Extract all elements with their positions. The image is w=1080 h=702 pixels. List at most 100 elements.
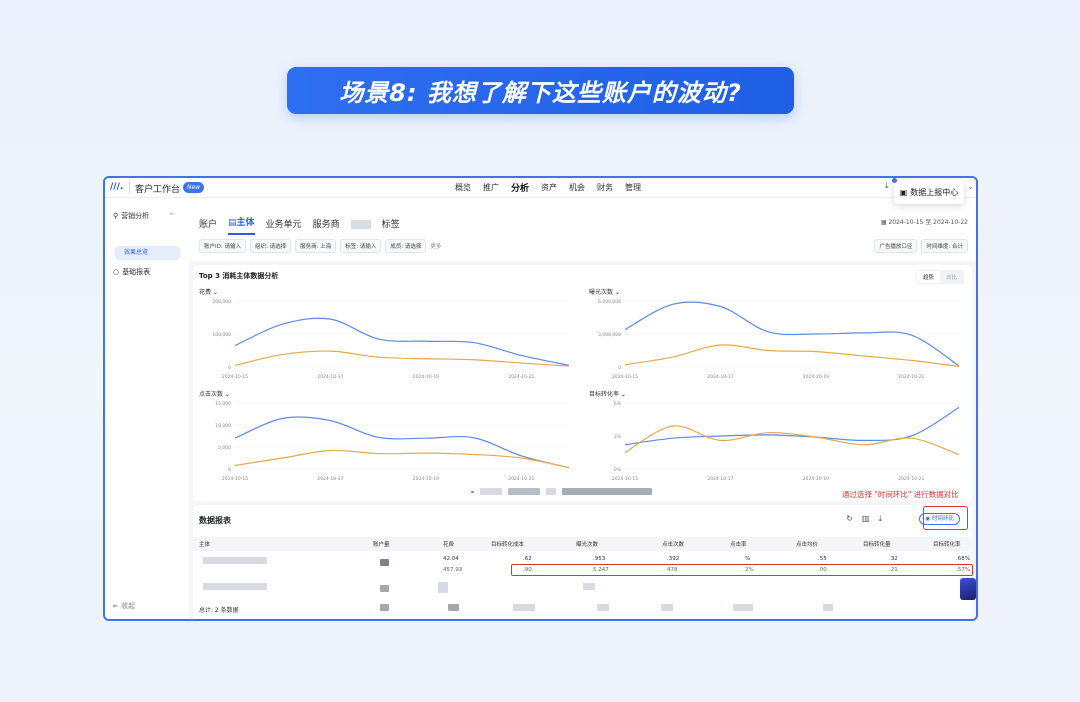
x-tick-label: 2024-10-21 <box>508 476 534 482</box>
report-panel: 数据报表 ↻ ▥ ⤓ ◉ 时间环比 主体 账户量 花费 目标转化成本 曝光次数 … <box>193 505 973 619</box>
cell-ctr: % <box>745 556 751 562</box>
tab-provider[interactable]: 服务商 <box>312 220 340 230</box>
entity-name <box>203 583 267 590</box>
chart-label-clicks[interactable]: 点击次数 ⌄ <box>199 391 230 398</box>
series-line-1[interactable] <box>624 301 960 367</box>
series-line-2[interactable] <box>624 425 960 456</box>
chart-label-spend[interactable]: 花费 ⌄ <box>199 289 218 296</box>
x-tick-label: 2024-10-15 <box>612 476 638 482</box>
nav-finance[interactable]: 财务 <box>597 183 614 192</box>
tab-account[interactable]: 账户 <box>199 220 218 230</box>
col-cost[interactable]: 目标转化成本 <box>491 542 525 548</box>
series-line-2[interactable] <box>234 449 570 469</box>
tab-business-unit[interactable]: 业务单元 <box>265 220 302 230</box>
filter-member[interactable]: 成员: 请选择 <box>385 239 427 253</box>
ad-caliber-select[interactable]: 广告播放口径 <box>874 239 918 253</box>
divider <box>129 182 130 193</box>
collapse-button[interactable]: ⇤ 收起 <box>113 602 136 610</box>
chevron-down-icon[interactable]: ⌄ <box>967 182 974 191</box>
tab-entity-label: 主体 <box>236 218 255 228</box>
col-conv-rate[interactable]: 目标转化率 <box>933 542 961 548</box>
series-line-2[interactable] <box>234 350 570 367</box>
filter-tags[interactable]: 标签: 请输入 <box>340 239 382 253</box>
download-icon[interactable]: ⤓ <box>885 181 889 190</box>
filter-more-link[interactable]: 更多 <box>430 244 442 250</box>
nav-assets[interactable]: 资产 <box>541 183 558 192</box>
cell-clicks: 478 <box>667 567 678 573</box>
col-spend[interactable]: 花费 <box>443 542 455 548</box>
cell-conversions: .32 <box>889 556 898 562</box>
col-impressions[interactable]: 曝光次数 <box>576 542 599 548</box>
x-tick-label: 2024-10-21 <box>898 374 924 380</box>
filter-provider[interactable]: 服务商: 上海 <box>295 239 337 253</box>
y-tick-label: 5,000 <box>218 445 231 451</box>
col-entity[interactable]: 主体 <box>199 542 211 548</box>
chart-label-impressions[interactable]: 曝光次数 ⌄ <box>589 289 620 296</box>
document-icon: ▣ <box>899 187 908 197</box>
y-tick-label: 0 <box>228 365 231 371</box>
main-content: 账户 ▤主体 业务单元 服务商 标签 ▦ 2024-10-15 至 2024-1… <box>189 199 976 619</box>
sidebar-label: 基础报表 <box>122 268 151 276</box>
cell-cost: .90 <box>523 567 532 573</box>
x-tick-label: 2024-10-21 <box>508 374 534 380</box>
filter-account-id[interactable]: 账户ID: 请输入 <box>199 239 246 253</box>
col-conversions[interactable]: 目标转化量 <box>863 542 891 548</box>
sidebar-item-overview[interactable]: 效果总览 <box>115 246 180 260</box>
top-bar: ///. 客户工作台 New 概览 推广 分析 资产 机会 财务 管理 ⤓ ▣ … <box>105 178 976 204</box>
nav-overview[interactable]: 概览 <box>455 183 471 192</box>
report-title: 数据报表 <box>199 516 231 525</box>
download-icon[interactable]: ⤓ <box>878 514 882 523</box>
toggle-share[interactable]: 占比 <box>945 275 957 281</box>
charts-panel: Top 3 消耗主体数据分析 趋势 占比 花费 ⌄ 曝光次数 ⌄ 点击次数 ⌄ … <box>193 265 972 501</box>
columns-icon[interactable]: ▥ <box>861 514 870 523</box>
cell-impressions: 5.247 <box>593 567 609 573</box>
spend-chart: 0 100,000 200,000 2024-10-15 2024-10-17 2024-… <box>212 299 570 380</box>
legend-item <box>480 488 502 495</box>
collapse-label: 收起 <box>121 602 136 610</box>
header-panel: 账户 ▤主体 业务单元 服务商 标签 ▦ 2024-10-15 至 2024-1… <box>189 199 976 261</box>
cell-cost: .62 <box>523 556 532 562</box>
toggle-trend[interactable]: 趋势 <box>916 271 940 283</box>
col-clicks[interactable]: 点击次数 <box>662 542 685 548</box>
series-line-2[interactable] <box>624 344 960 368</box>
x-tick-label: 2024-10-15 <box>222 374 248 380</box>
y-tick-label: 15,000 <box>215 401 231 407</box>
legend-swatch <box>471 490 474 493</box>
cell-spend: 42.04 <box>443 556 459 562</box>
sidebar-item-marketing[interactable]: ⚲ 营销分析 ⌃ <box>113 211 174 221</box>
series-line-1[interactable] <box>234 317 570 366</box>
x-tick-label: 2024-10-17 <box>707 476 733 482</box>
col-account-count[interactable]: 账户量 <box>373 542 390 548</box>
y-tick-label: 6,000,000 <box>598 299 621 305</box>
tab-entity[interactable]: ▤主体 <box>228 215 255 235</box>
time-compare-button[interactable]: ◉ 时间环比 <box>919 513 960 525</box>
filter-org[interactable]: 组织: 请选择 <box>249 239 292 253</box>
total-cell <box>513 604 535 611</box>
nav-opportunity[interactable]: 机会 <box>569 183 586 192</box>
time-dimension-select[interactable]: 时间维度: 合计 <box>921 239 968 253</box>
x-tick-label: 2024-10-15 <box>612 374 638 380</box>
refresh-icon[interactable]: ↻ <box>846 514 853 523</box>
y-tick-label: 10,000 <box>215 423 231 429</box>
date-range-picker[interactable]: ▦ 2024-10-15 至 2024-10-22 <box>881 217 968 226</box>
sidebar-item-basic-report[interactable]: ○ 基础报表 <box>113 267 150 277</box>
x-tick-label: 2024-10-17 <box>317 476 343 482</box>
doc-icon: ▤ <box>228 218 237 228</box>
nav-manage[interactable]: 管理 <box>625 183 642 192</box>
y-tick-label: 6% <box>614 401 622 407</box>
report-center-button[interactable]: ▣ 数据上报中心 <box>894 180 964 204</box>
series-line-1[interactable] <box>624 406 960 446</box>
x-tick-label: 2024-10-21 <box>898 476 924 482</box>
nav-analysis[interactable]: 分析 <box>511 184 530 194</box>
series-line-1[interactable] <box>234 416 570 469</box>
logo-icon: ///. <box>110 182 124 192</box>
nav-promote[interactable]: 推广 <box>483 183 499 192</box>
total-cell <box>597 604 609 611</box>
col-ctr[interactable]: 点击率 <box>730 542 747 548</box>
chart-label-conv-rate[interactable]: 目标转化率 ⌄ <box>589 391 626 398</box>
y-tick-label: 3% <box>614 434 622 440</box>
col-cpc[interactable]: 点击均价 <box>796 542 819 548</box>
tab-tags[interactable]: 标签 <box>381 220 400 230</box>
assistant-avatar[interactable] <box>960 578 976 600</box>
compare-row-highlight <box>511 564 973 576</box>
